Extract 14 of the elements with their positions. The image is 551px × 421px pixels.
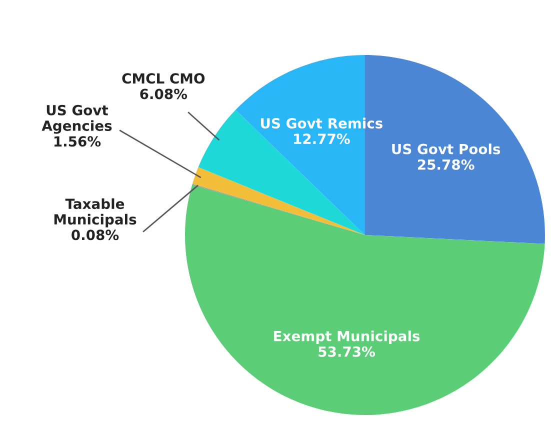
data-label: 0.08%: [72, 230, 119, 240]
data-label: 25.78%: [418, 159, 474, 170]
slice-label: US Govt Pools: [392, 144, 500, 154]
pie-slice: [192, 167, 365, 235]
slice-label: US Govt Remics: [260, 118, 382, 129]
pie-slice: [185, 184, 545, 415]
slice-label: CMCL CMO: [122, 73, 205, 84]
data-label: 12.77%: [294, 134, 350, 144]
data-label: 6.08%: [140, 88, 188, 100]
slice-label: US Govt Agencies: [42, 104, 112, 134]
data-label: 53.73%: [318, 346, 376, 357]
slice-label: Exempt Municipals: [274, 330, 420, 344]
data-label: 1.56%: [54, 136, 101, 147]
slice-label: Taxable Municipals: [54, 198, 136, 228]
